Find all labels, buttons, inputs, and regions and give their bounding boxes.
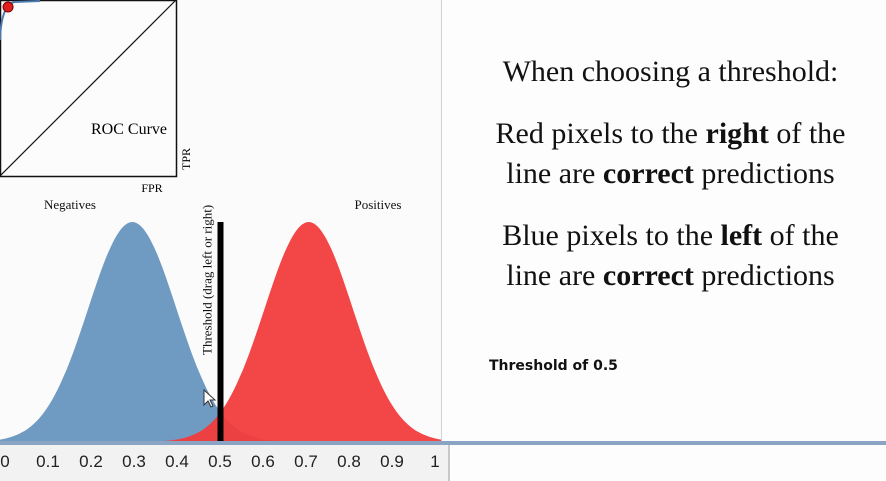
explanation-text: When choosing a threshold: Red pixels to… <box>455 52 886 318</box>
x-axis-strip <box>0 445 450 481</box>
series-positives-area <box>0 222 441 442</box>
roc-xlabel: FPR <box>141 181 162 195</box>
legend-negatives: Negatives <box>44 197 96 212</box>
roc-ylabel: TPR <box>179 148 193 170</box>
distribution-chart: ROC Curve FPR TPR Negatives Positives Thre… <box>0 0 441 442</box>
roc-title: ROC Curve <box>91 121 167 138</box>
x-tick-label: 1 <box>430 452 440 471</box>
x-tick-label: 0.8 <box>337 452 361 471</box>
window-bottom-edge <box>0 441 886 445</box>
x-tick-label: 0.5 <box>208 452 232 471</box>
x-tick-label: 0.6 <box>251 452 275 471</box>
x-tick-label: 0 <box>0 452 10 471</box>
explanation-red: Red pixels to the right of the line are … <box>495 117 846 190</box>
roc-frame <box>0 0 178 178</box>
x-tick-label: 0.1 <box>36 452 60 471</box>
x-tick-label: 0.3 <box>122 452 146 471</box>
chart-panel: ROC Curve FPR TPR Negatives Positives Thre… <box>0 0 442 442</box>
roc-diagonal <box>0 0 177 177</box>
x-tick-label: 0.7 <box>294 452 318 471</box>
series-negatives-area <box>0 222 441 442</box>
mouse-cursor-icon <box>203 388 217 408</box>
x-tick-label: 0.2 <box>79 452 103 471</box>
x-axis-ticks: 0 0.1 0.2 0.3 0.4 0.5 0.6 0.7 0.8 0.9 1 <box>0 452 448 478</box>
explanation-blue: Blue pixels to the left of the line are … <box>502 219 839 292</box>
threshold-readout: Threshold of 0.5 <box>489 358 618 374</box>
threshold-line[interactable] <box>217 222 224 442</box>
explanation-heading: When choosing a threshold: <box>502 55 839 88</box>
legend-positives: Positives <box>355 197 402 212</box>
x-tick-label: 0.9 <box>380 452 404 471</box>
threshold-line-label: Threshold (drag left or right) <box>200 205 215 355</box>
roc-operating-point <box>2 1 14 13</box>
x-tick-label: 0.4 <box>165 452 189 471</box>
